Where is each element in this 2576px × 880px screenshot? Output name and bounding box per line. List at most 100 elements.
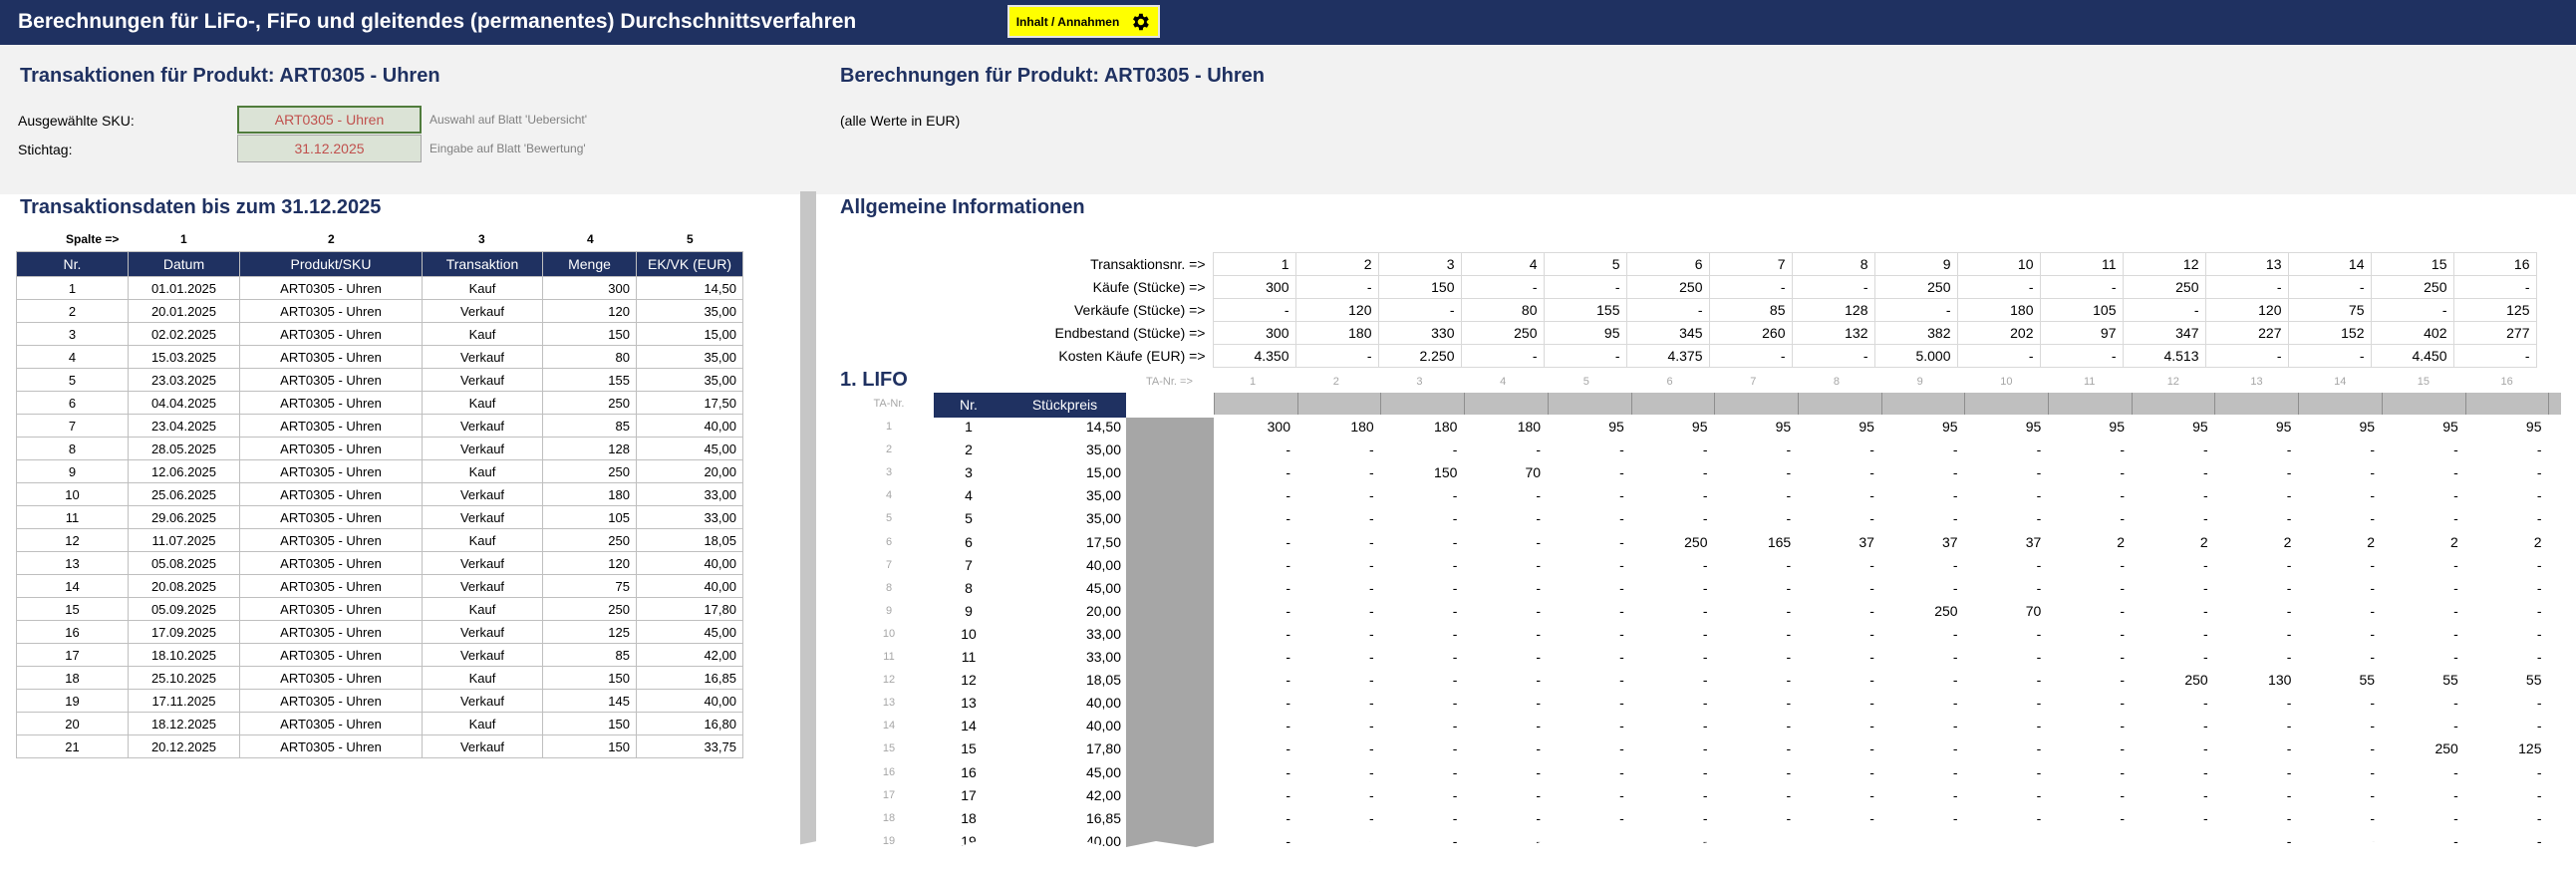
table-row: 18 25.10.2025 ART0305 - Uhren Kauf 150 16,85 [16, 666, 743, 690]
lifo-cell: - [2453, 441, 2458, 458]
ta-number: 15 [2417, 376, 2431, 388]
lifo-cell: - [1286, 533, 1290, 550]
lifo-cell: - [1536, 763, 1542, 780]
lifo-cell: 95 [2525, 419, 2542, 435]
table-cell: ART0305 - Uhren [239, 666, 423, 690]
lifo-cell: - [1786, 579, 1792, 596]
lifo-cell: - [1869, 672, 1874, 689]
lifo-cell: - [1452, 556, 1458, 573]
table-row: 12 11.07.2025 ART0305 - Uhren Kauf 250 18,05 [16, 528, 743, 552]
general-cell: 12 [2122, 252, 2206, 276]
lifo-price: 17,50 [1085, 533, 1121, 550]
table-cell: 5 [16, 368, 129, 392]
general-cell: - [1377, 298, 1462, 322]
lifo-nr: 16 [961, 763, 977, 780]
lifo-nr: 2 [965, 441, 973, 458]
lifo-cell: - [2370, 649, 2376, 665]
lifo-cell: - [1702, 672, 1708, 689]
lifo-cell: - [2286, 556, 2292, 573]
lifo-cell: - [1702, 464, 1708, 481]
general-cell: 180 [1294, 321, 1379, 345]
lifo-cell: - [1536, 625, 1542, 642]
lifo-cell: - [1369, 487, 1374, 504]
table-cell: ART0305 - Uhren [239, 574, 423, 598]
lifo-cell: - [1952, 441, 1958, 458]
table-row: 20 18.12.2025 ART0305 - Uhren Kauf 150 16,80 [16, 712, 743, 735]
general-cell: - [2039, 344, 2124, 368]
stichtag-field[interactable]: 31.12.2025 [237, 135, 422, 162]
lifo-cell: - [1869, 695, 1874, 712]
table-cell: 35,00 [636, 368, 743, 392]
general-cell: 250 [1460, 321, 1545, 345]
lifo-cell: - [1286, 763, 1290, 780]
lifo-cell: - [1702, 740, 1708, 757]
lifo-cell: - [1536, 487, 1542, 504]
table-cell: Verkauf [422, 345, 543, 369]
lifo-cell: - [1786, 763, 1792, 780]
lifo-cell: - [2536, 649, 2542, 665]
lifo-cell: - [2536, 602, 2542, 619]
general-cell: - [2287, 275, 2372, 299]
transactions-table: Nr. Datum Produkt/SKU Transaktion Menge … [16, 251, 743, 758]
lifo-cell: - [1286, 579, 1290, 596]
lifo-cell: - [1536, 695, 1542, 712]
lifo-nr: 5 [965, 510, 973, 527]
lifo-cell: - [1536, 602, 1542, 619]
table-cell: ART0305 - Uhren [239, 322, 423, 346]
table-cell: 120 [542, 299, 637, 323]
lifo-cell: - [1702, 579, 1708, 596]
lifo-cell: - [1619, 487, 1624, 504]
table-cell: Verkauf [422, 505, 543, 529]
ta-number: 11 [2084, 376, 2096, 388]
general-row: Kosten Käufe (EUR) => 4.350-2.250- -4.375-… [840, 344, 2537, 368]
lifo-cell: - [2203, 441, 2208, 458]
lifo-price: 14,50 [1085, 419, 1121, 435]
table-cell: 25.06.2025 [128, 482, 240, 506]
lifo-cell: - [2120, 579, 2125, 596]
sku-field[interactable]: ART0305 - Uhren [237, 106, 422, 134]
lifo-cell: - [1702, 649, 1708, 665]
lifo-cell: - [2203, 625, 2208, 642]
table-cell: 3 [16, 322, 129, 346]
table-cell: ART0305 - Uhren [239, 689, 423, 713]
lifo-cell: - [2036, 718, 2042, 734]
lifo-cell: - [1952, 718, 1958, 734]
inhalt-annahmen-button[interactable]: Inhalt / Annahmen [1007, 5, 1160, 38]
lifo-cell: - [1536, 533, 1542, 550]
table-cell: 11 [16, 505, 129, 529]
ta-number: 14 [882, 720, 896, 733]
lifo-cell: - [2036, 809, 2042, 826]
lifo-cell: - [2203, 649, 2208, 665]
ta-number: 9 [1916, 376, 1923, 388]
lifo-cell: - [1869, 625, 1874, 642]
lifo-cell: - [2536, 786, 2542, 803]
table-cell: 25.10.2025 [128, 666, 240, 690]
table-cell: Verkauf [422, 437, 543, 460]
lifo-cell: - [2370, 695, 2376, 712]
lifo-cell: - [1452, 786, 1458, 803]
lifo-cell: - [1702, 556, 1708, 573]
lifo-cell: - [1786, 786, 1792, 803]
lifo-cell: - [1786, 464, 1792, 481]
table-cell: Verkauf [422, 734, 543, 758]
general-cell: 402 [2370, 321, 2454, 345]
col-number: 4 [587, 232, 594, 246]
lifo-cell: 95 [2192, 419, 2208, 435]
general-cell: 382 [1873, 321, 1958, 345]
general-cell: 4.350 [1212, 344, 1296, 368]
general-cell: - [1873, 298, 1958, 322]
currency-note: (alle Werte in EUR) [840, 113, 961, 129]
lifo-cell: - [2453, 718, 2458, 734]
lifo-cell: - [1952, 487, 1958, 504]
table-cell: ART0305 - Uhren [239, 276, 423, 300]
lifo-price: 45,00 [1085, 763, 1121, 780]
general-cell: 14 [2287, 252, 2372, 276]
table-cell: 18.10.2025 [128, 643, 240, 667]
lifo-cell: - [2120, 441, 2125, 458]
table-cell: Verkauf [422, 551, 543, 575]
table-cell: Kauf [422, 666, 543, 690]
lifo-price-header: Stückpreis [1003, 393, 1126, 418]
lifo-cell: - [1536, 510, 1542, 527]
sku-label: Ausgewählte SKU: [18, 113, 135, 129]
lifo-cell: - [2370, 464, 2376, 481]
